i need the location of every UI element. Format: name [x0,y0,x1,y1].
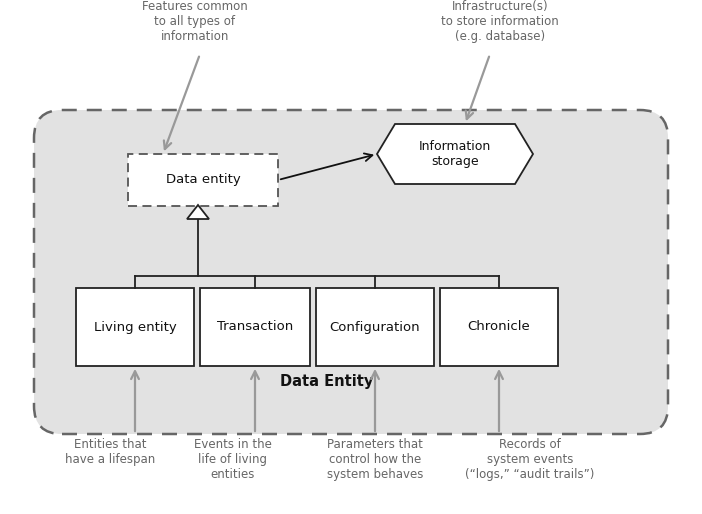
Text: Parameters that
control how the
system behaves: Parameters that control how the system b… [327,438,423,481]
FancyBboxPatch shape [440,288,558,366]
FancyBboxPatch shape [76,288,194,366]
Text: Records of
system events
(“logs,” “audit trails”): Records of system events (“logs,” “audit… [465,438,595,481]
Text: Events in the
life of living
entities: Events in the life of living entities [194,438,272,481]
FancyBboxPatch shape [316,288,434,366]
Text: Information
storage: Information storage [419,140,491,168]
Text: Infrastructure(s)
to store information
(e.g. database): Infrastructure(s) to store information (… [441,0,559,43]
Polygon shape [377,124,533,184]
Text: Features common
to all types of
information: Features common to all types of informat… [142,0,248,43]
Polygon shape [187,205,209,219]
Text: Configuration: Configuration [330,321,420,334]
FancyBboxPatch shape [128,154,278,206]
Text: Data entity: Data entity [166,174,240,187]
Text: Entities that
have a lifespan: Entities that have a lifespan [65,438,155,466]
Text: Chronicle: Chronicle [468,321,531,334]
FancyBboxPatch shape [200,288,310,366]
Text: Data Entity: Data Entity [280,374,373,389]
Text: Living entity: Living entity [93,321,176,334]
Text: Transaction: Transaction [217,321,293,334]
FancyBboxPatch shape [34,110,668,434]
